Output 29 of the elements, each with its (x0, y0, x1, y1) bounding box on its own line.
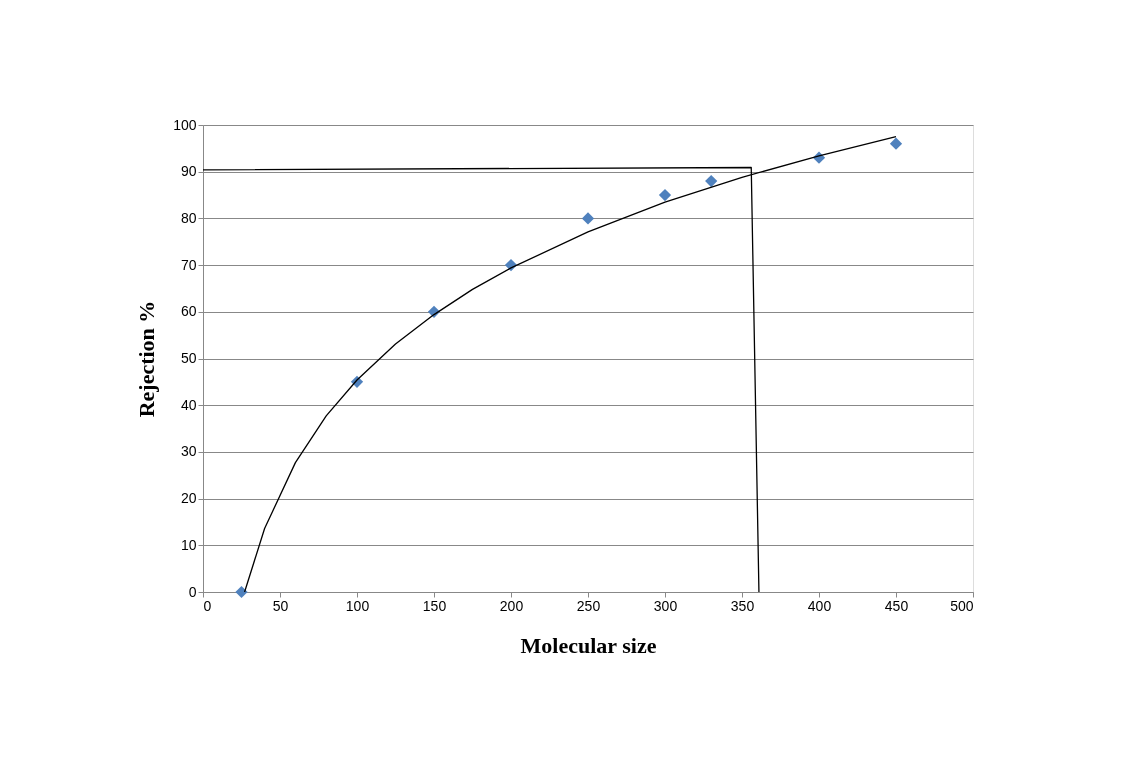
point (658, 188, 672, 202)
y-tick-label: 60 (180, 303, 197, 320)
y-tick-label: 0 (188, 583, 197, 600)
x-tick-label: 350 (730, 597, 755, 614)
y-tick-label: 30 (180, 443, 197, 460)
point (235, 585, 248, 599)
x-tick-label: 0 (203, 597, 212, 614)
x-tick-label: 100 (345, 597, 370, 614)
x-tick-label: 250 (576, 597, 601, 614)
x-tick-label: 150 (422, 597, 447, 614)
point (889, 137, 903, 150)
y-tick-label: 70 (180, 256, 197, 273)
x-axis-title: Molecular size (520, 632, 657, 658)
x-tick-label: 300 (653, 597, 678, 614)
y-tick-label: 20 (180, 490, 197, 507)
y-tick-label: 100 (173, 116, 197, 133)
x-tick-label: 50 (272, 597, 289, 614)
x-tick-label: 400 (807, 597, 832, 614)
x-tick-label: 450 (884, 597, 909, 614)
y-tick-label: 90 (180, 163, 197, 180)
y-tick-label: 10 (180, 536, 197, 553)
point (581, 212, 595, 225)
y-axis-title: Rejection % (134, 300, 160, 418)
y-tick-label: 40 (180, 396, 197, 413)
y-tick-label: 80 (180, 209, 197, 226)
point (705, 174, 718, 188)
x-tick-label: 500 (950, 597, 974, 614)
x-tick-label: 200 (499, 597, 524, 614)
y-tick-label: 50 (180, 350, 197, 366)
